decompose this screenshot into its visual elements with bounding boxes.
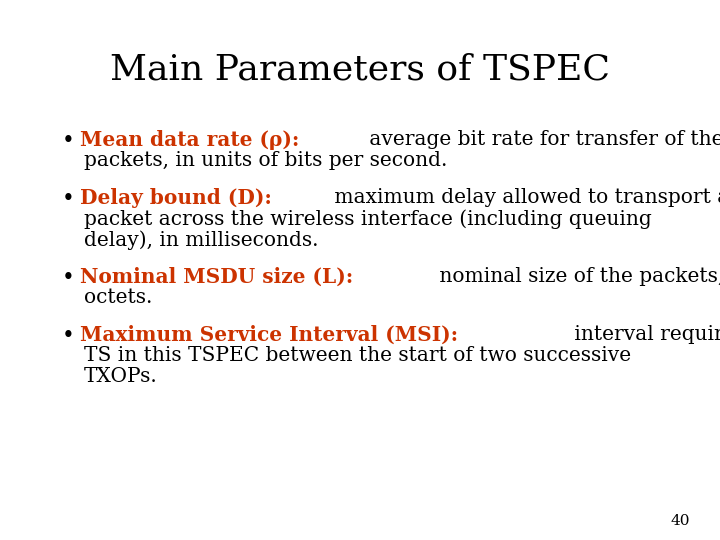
Text: TXOPs.: TXOPs. <box>84 367 158 386</box>
Text: Maximum Service Interval (MSI):: Maximum Service Interval (MSI): <box>80 325 458 345</box>
Text: packets, in units of bits per second.: packets, in units of bits per second. <box>84 151 447 170</box>
Text: delay), in milliseconds.: delay), in milliseconds. <box>84 230 318 249</box>
Text: 40: 40 <box>670 514 690 528</box>
Text: TS in this TSPEC between the start of two successive: TS in this TSPEC between the start of tw… <box>84 346 631 365</box>
Text: maximum delay allowed to transport a: maximum delay allowed to transport a <box>328 188 720 207</box>
Text: Mean data rate (ρ):: Mean data rate (ρ): <box>80 130 300 150</box>
Text: Main Parameters of TSPEC: Main Parameters of TSPEC <box>110 52 610 86</box>
Text: •: • <box>62 188 75 210</box>
Text: Delay bound (D):: Delay bound (D): <box>80 188 272 208</box>
Text: Nominal MSDU size (L):: Nominal MSDU size (L): <box>80 267 354 287</box>
Text: •: • <box>62 267 75 289</box>
Text: •: • <box>62 325 75 347</box>
Text: octets.: octets. <box>84 288 153 307</box>
Text: •: • <box>62 130 75 152</box>
Text: nominal size of the packets, in: nominal size of the packets, in <box>433 267 720 286</box>
Text: average bit rate for transfer of the: average bit rate for transfer of the <box>363 130 720 149</box>
Text: interval required by: interval required by <box>568 325 720 344</box>
Text: packet across the wireless interface (including queuing: packet across the wireless interface (in… <box>84 209 652 228</box>
